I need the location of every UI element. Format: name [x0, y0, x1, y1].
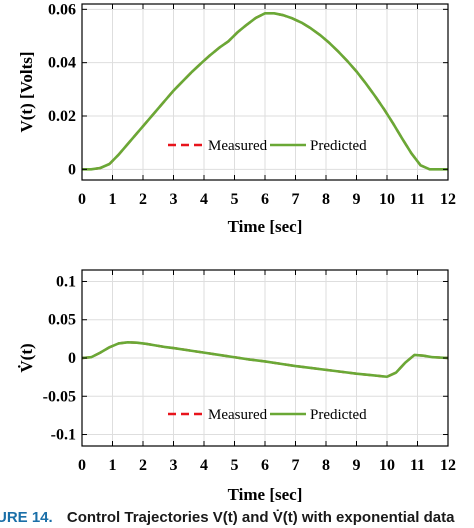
y-tick-label: 0.1 [56, 273, 76, 290]
y-tick-label: 0 [68, 350, 76, 367]
caption: URE 14. Control Trajectories V(t) and V̇… [0, 509, 455, 526]
y-axis-label: V̇(t) [17, 343, 36, 372]
x-tick-label: 11 [410, 191, 425, 208]
y-axis-label: V(t) [Volts] [17, 51, 36, 132]
y-tick-label: 0.04 [48, 55, 76, 72]
x-tick-label: 5 [231, 457, 239, 474]
legend-label-measured: Measured [208, 407, 268, 423]
caption-prefix: URE 14. [0, 509, 53, 526]
x-tick-label: 1 [109, 191, 117, 208]
series-line-predicted [81, 341, 449, 379]
legend-label-predicted: Predicted [310, 407, 367, 423]
y-tick-label: 0 [68, 161, 76, 178]
x-tick-label: 4 [200, 457, 208, 474]
x-tick-label: 1 [109, 457, 117, 474]
x-tick-label: 4 [200, 191, 208, 208]
legend-label-measured: Measured [208, 138, 268, 154]
x-tick-label: 10 [379, 457, 395, 474]
series-line-predicted [82, 12, 448, 171]
x-tick-label: 9 [353, 191, 361, 208]
x-tick-label: 3 [170, 191, 178, 208]
x-tick-label: 3 [170, 457, 178, 474]
caption-text: Control Trajectories V(t) and V̇(t) with… [67, 509, 455, 526]
x-tick-label: 0 [78, 457, 86, 474]
x-tick-label: 7 [292, 457, 300, 474]
x-tick-label: 10 [379, 191, 395, 208]
y-tick-label: 0.05 [48, 312, 76, 329]
x-tick-label: 2 [139, 191, 147, 208]
x-tick-label: 8 [322, 191, 330, 208]
x-tick-label: 5 [231, 191, 239, 208]
legend: Measured Predicted [168, 407, 367, 423]
x-tick-label: 12 [440, 191, 456, 208]
x-tick-label: 6 [261, 191, 269, 208]
legend-label-predicted: Predicted [310, 138, 367, 154]
y-tick-label: -0.1 [51, 427, 76, 444]
x-axis-label: Time [sec] [228, 217, 303, 236]
x-axis-label: Time [sec] [228, 485, 303, 504]
x-tick-label: 6 [261, 457, 269, 474]
y-tick-label: 0.02 [48, 108, 76, 125]
y-tick-label: 0.06 [48, 1, 76, 18]
x-tick-label: 7 [292, 191, 300, 208]
legend: Measured Predicted [168, 138, 367, 154]
x-tick-label: 0 [78, 191, 86, 208]
x-tick-label: 11 [410, 457, 425, 474]
x-tick-label: 8 [322, 457, 330, 474]
x-tick-label: 2 [139, 457, 147, 474]
x-tick-label: 9 [353, 457, 361, 474]
x-tick-label: 12 [440, 457, 456, 474]
y-tick-label: -0.05 [43, 388, 76, 405]
